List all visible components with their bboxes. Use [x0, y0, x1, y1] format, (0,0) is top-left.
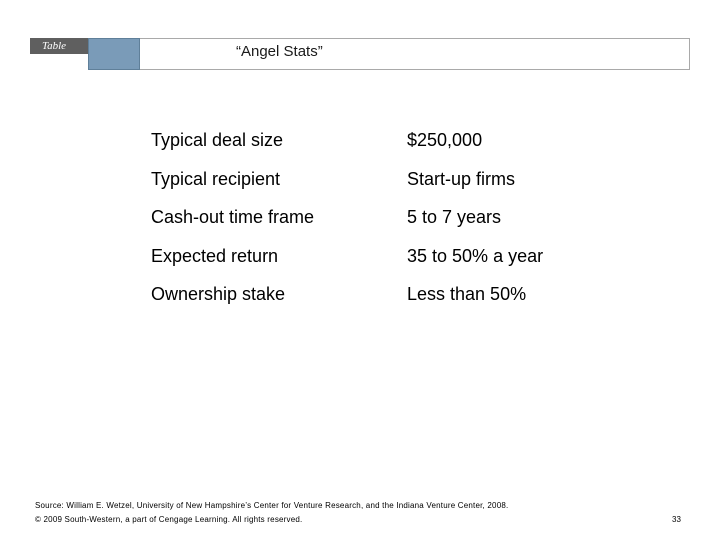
page-number: 33: [672, 515, 681, 524]
stat-value: $250,000: [407, 130, 483, 150]
header-accent-block: [88, 38, 140, 70]
header-label-spacer: [30, 54, 88, 70]
stats-row: Typical recipient Start-up firms: [151, 165, 651, 204]
stat-label: Cash-out time frame: [151, 207, 315, 227]
header-label: Table: [30, 38, 88, 54]
slide-title: “Angel Stats”: [236, 43, 323, 60]
stats-row: Cash-out time frame 5 to 7 years: [151, 203, 651, 242]
stat-label: Expected return: [151, 245, 279, 266]
stat-label: Typical recipient: [151, 168, 281, 189]
header-bar: [30, 38, 690, 70]
stats-row: Ownership stake Less than 50%: [151, 280, 651, 319]
stat-value: 35 to 50% a year: [407, 245, 544, 266]
stat-value: 5 to 7 years: [407, 207, 502, 227]
stat-value: Less than 50%: [407, 284, 527, 304]
stat-label: Ownership stake: [151, 284, 286, 304]
stats-row: Typical deal size $250,000: [151, 126, 651, 165]
stat-label: Typical deal size: [151, 130, 284, 150]
stats-row: Expected return 35 to 50% a year: [151, 242, 651, 281]
copyright-notice: © 2009 South-Western, a part of Cengage …: [35, 515, 303, 524]
stats-table: Typical deal size $250,000 Typical recip…: [151, 126, 651, 319]
stat-value: Start-up firms: [407, 168, 516, 189]
source-note: Source: William E. Wetzel, University of…: [35, 501, 509, 510]
